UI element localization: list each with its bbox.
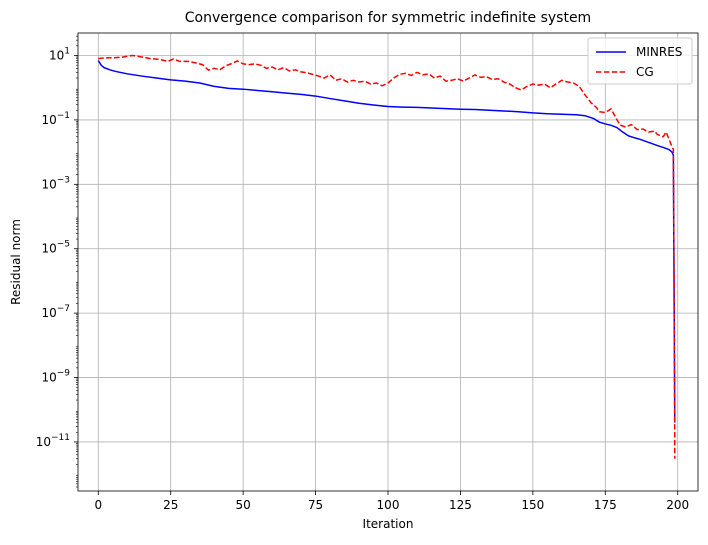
y-tick-label: 10−3 — [41, 175, 70, 191]
legend-label-cg: CG — [636, 65, 654, 79]
x-tick-label: 0 — [94, 498, 102, 512]
y-tick-label: 10−1 — [41, 111, 70, 127]
y-axis-label: Residual norm — [9, 219, 23, 305]
y-tick-label: 10−7 — [41, 304, 70, 320]
y-tick-label: 101 — [49, 47, 70, 63]
x-tick-label: 175 — [594, 498, 617, 512]
x-tick-label: 50 — [235, 498, 250, 512]
y-tick-label: 10−5 — [41, 240, 70, 256]
legend-label-minres: MINRES — [636, 45, 682, 59]
series-line-cg — [98, 54, 676, 459]
x-tick-label: 100 — [377, 498, 400, 512]
x-tick-label: 150 — [521, 498, 544, 512]
x-axis-label: Iteration — [363, 517, 414, 531]
chart-title: Convergence comparison for symmetric ind… — [185, 10, 591, 26]
axis-ticks: 0 25 50 75 100 125 150 175 200 101 10−1 10−3 10−5 10−… — [36, 35, 689, 512]
series-line-minres — [97, 60, 676, 423]
series-lines — [97, 54, 676, 459]
y-tick-label: 10−9 — [41, 369, 70, 385]
x-tick-label: 75 — [308, 498, 323, 512]
legend: MINRES CG — [587, 37, 693, 85]
x-tick-label: 25 — [163, 498, 178, 512]
grid — [78, 33, 698, 491]
x-tick-label: 200 — [666, 498, 689, 512]
x-tick-label: 125 — [449, 498, 472, 512]
y-tick-label: 10−11 — [36, 433, 70, 449]
